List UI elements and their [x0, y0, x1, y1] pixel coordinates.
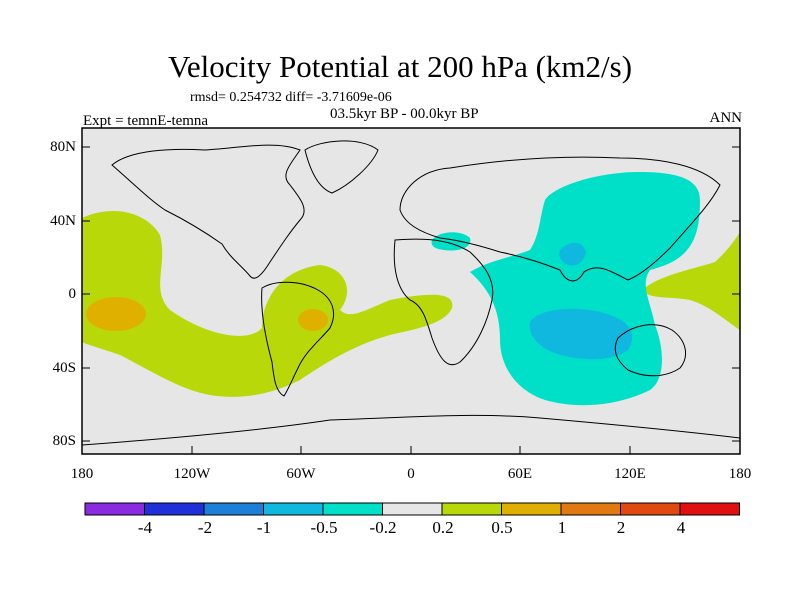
lat-label-80n: 80N: [50, 139, 76, 155]
colorbar-label: 1: [557, 518, 567, 537]
positive-anomaly-regions: [82, 211, 740, 397]
lat-label-80s: 80S: [52, 433, 76, 449]
lon-label-60w: 60W: [286, 466, 316, 482]
lon-label-0: 0: [407, 466, 415, 482]
axis-ticks: [81, 146, 741, 454]
colorbar-label: -4: [137, 518, 153, 537]
colorbar: [84, 502, 740, 516]
lon-label-60e: 60E: [507, 466, 533, 482]
australia-coast: [614, 324, 687, 377]
africa-coast: [393, 238, 494, 366]
colorbar-box: [441, 502, 502, 516]
lon-label-180w: 180: [70, 466, 94, 482]
season-label: ANN: [709, 110, 743, 126]
colorbar-box: [679, 502, 740, 516]
antarctica-coast: [81, 414, 741, 446]
colorbar-label: -2: [197, 518, 213, 537]
colorbar-label: 4: [676, 518, 686, 537]
strong-negative-centres: [529, 242, 633, 360]
colorbar-box: [322, 502, 383, 516]
north-america-coast: [111, 144, 305, 279]
eurasia-coast: [399, 156, 721, 282]
colorbar-box: [263, 502, 324, 516]
asia-indian-ocean-negative-region: [470, 172, 700, 406]
colorbar-box: [382, 502, 443, 516]
pacific-positive-region: [82, 211, 453, 397]
strong-positive-centres: [86, 297, 328, 331]
colorbar-box: [144, 502, 205, 516]
colorbar-box: [501, 502, 562, 516]
east-pacific-orange-centre: [86, 297, 146, 331]
colorbar-label: 0.5: [491, 518, 513, 537]
colorbar-label: -0.2: [369, 518, 397, 537]
lat-label-0: 0: [68, 286, 77, 302]
greenland-coast: [304, 140, 379, 194]
coastlines: [81, 140, 741, 446]
lon-label-180e: 180: [728, 466, 752, 482]
lon-label-120e: 120E: [614, 466, 646, 482]
colorbar-label: 0.2: [432, 518, 454, 537]
period-subtitle: 03.5kyr BP - 00.0kyr BP: [330, 106, 479, 122]
amazon-orange-centre: [298, 309, 328, 331]
stats-subtitle: rmsd= 0.254732 diff= -3.71609e-06: [190, 90, 392, 105]
colorbar-box: [203, 502, 264, 516]
colorbar-label: -0.5: [310, 518, 338, 537]
map-title: Velocity Potential at 200 hPa (km2/s): [167, 49, 633, 84]
experiment-subtitle: Expt = temnE-temna: [83, 113, 209, 129]
colorbar-label: -1: [256, 518, 272, 537]
colorbar-box: [560, 502, 621, 516]
colorbar-label: 2: [616, 518, 626, 537]
south-america-coast: [261, 281, 334, 397]
west-pacific-positive-region: [642, 232, 740, 330]
colorbar-box: [620, 502, 681, 516]
mediterranean-negative-region: [431, 232, 471, 251]
indian-ocean-blue-centre: [529, 308, 633, 360]
lat-label-40s: 40S: [52, 360, 76, 376]
lat-label-40n: 40N: [50, 213, 76, 229]
lon-label-120w: 120W: [173, 466, 211, 482]
arabian-blue-centre: [559, 242, 586, 266]
negative-anomaly-regions: [431, 172, 700, 406]
colorbar-box: [84, 502, 145, 516]
